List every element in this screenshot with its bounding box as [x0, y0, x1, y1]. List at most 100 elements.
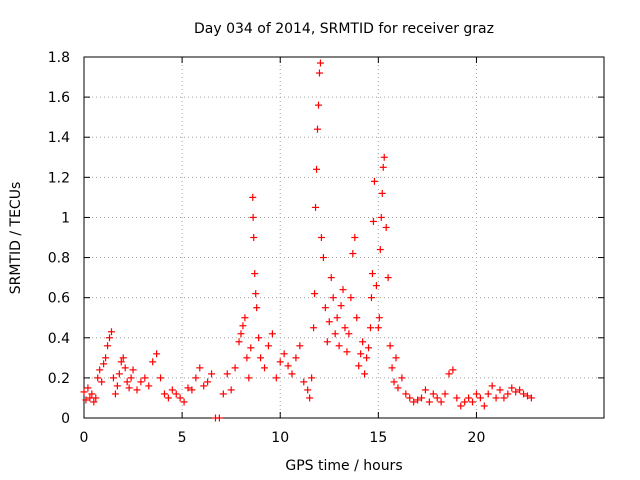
data-point	[496, 386, 504, 394]
data-point	[325, 318, 333, 326]
x-tick-label: 15	[369, 430, 387, 446]
data-point	[410, 398, 418, 406]
data-point	[249, 213, 257, 221]
data-point	[376, 246, 384, 254]
data-point	[88, 390, 96, 398]
data-point	[117, 358, 125, 366]
data-point	[310, 324, 318, 332]
data-point	[92, 394, 100, 402]
chart-title: Day 034 of 2014, SRMTID for receiver gra…	[194, 21, 494, 37]
data-point	[164, 394, 172, 402]
data-point	[296, 342, 304, 350]
data-point	[180, 398, 188, 406]
data-point	[300, 378, 308, 386]
data-point	[149, 358, 157, 366]
data-point	[500, 394, 508, 402]
data-point	[341, 324, 349, 332]
data-point	[304, 386, 312, 394]
data-point	[523, 392, 531, 400]
x-tick-label: 10	[271, 430, 289, 446]
data-point	[241, 314, 249, 322]
data-point	[366, 324, 374, 332]
data-point	[457, 402, 465, 410]
data-point	[235, 338, 243, 346]
data-point	[370, 177, 378, 185]
data-point	[512, 388, 520, 396]
data-point	[368, 270, 376, 278]
data-point	[284, 362, 292, 370]
data-point	[367, 294, 375, 302]
data-point	[317, 234, 325, 241]
data-point	[157, 374, 165, 382]
data-point	[219, 390, 227, 398]
data-point	[119, 354, 127, 362]
y-tick-label: 1.6	[48, 90, 70, 106]
data-point	[437, 398, 445, 406]
data-point	[357, 350, 365, 358]
data-point	[386, 342, 394, 350]
data-point	[141, 374, 149, 382]
data-point	[129, 366, 137, 374]
data-point	[402, 390, 410, 398]
data-point	[250, 234, 258, 241]
data-point	[111, 390, 119, 398]
data-point	[465, 394, 473, 402]
data-point	[484, 390, 492, 398]
data-point	[508, 384, 516, 392]
data-point	[388, 364, 396, 372]
data-point	[315, 69, 323, 77]
data-point	[208, 370, 216, 378]
data-point	[137, 378, 145, 386]
data-point	[313, 165, 321, 173]
data-point	[351, 234, 359, 241]
tick-labels: 0 0.2 0.4 0.6 0.8 1 1.2 1.4 1.6 1.8 0 5 10 15 20	[48, 50, 486, 446]
data-point	[172, 390, 180, 398]
data-point	[82, 396, 90, 404]
data-point	[215, 414, 223, 422]
y-tick-label: 0.4	[48, 331, 70, 347]
data-point	[94, 374, 102, 382]
data-point	[84, 384, 92, 392]
x-tick-label: 20	[468, 430, 486, 446]
data-point	[249, 193, 257, 201]
data-point	[504, 390, 512, 398]
data-point	[272, 374, 280, 382]
data-point	[237, 330, 245, 338]
data-points	[80, 59, 535, 422]
grid-lines	[84, 57, 604, 418]
data-point	[492, 394, 500, 402]
data-point	[98, 378, 106, 386]
data-point	[252, 290, 260, 298]
y-tick-label: 0.2	[48, 371, 70, 387]
data-point	[255, 334, 263, 342]
x-tick-label: 0	[80, 430, 89, 446]
data-point	[372, 282, 380, 290]
data-point	[374, 324, 382, 332]
data-point	[361, 370, 369, 378]
data-point	[113, 382, 121, 390]
data-point	[292, 354, 300, 362]
data-point	[133, 386, 141, 394]
data-point	[316, 59, 324, 67]
y-tick-label: 0	[61, 411, 70, 427]
data-point	[378, 189, 386, 197]
y-tick-label: 1.8	[48, 50, 70, 66]
data-point	[86, 394, 94, 402]
data-point	[445, 370, 453, 378]
data-point	[314, 101, 322, 109]
y-tick-label: 0.6	[48, 291, 70, 307]
data-point	[102, 354, 110, 362]
data-point	[115, 370, 123, 378]
data-point	[247, 344, 255, 352]
data-point	[253, 304, 261, 312]
data-point	[196, 364, 204, 372]
data-point	[96, 366, 104, 374]
data-point	[223, 370, 231, 378]
data-point	[359, 338, 367, 346]
data-point	[349, 250, 357, 258]
data-point	[429, 390, 437, 398]
y-tick-label: 1	[61, 210, 70, 226]
data-point	[204, 378, 212, 386]
data-point	[345, 330, 353, 338]
data-point	[288, 370, 296, 378]
